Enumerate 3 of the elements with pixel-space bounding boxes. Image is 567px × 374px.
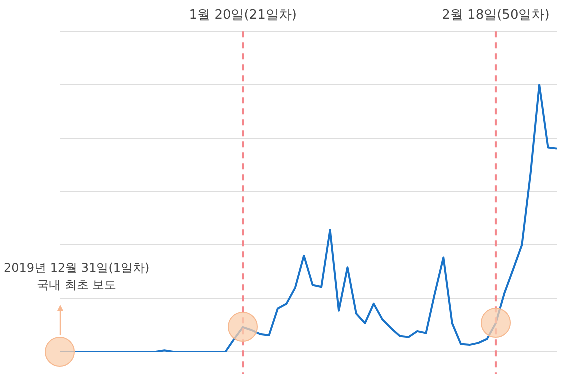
x-tick-label: 1월 20일(21일차) (189, 8, 297, 24)
annotation: 2019년 12월 31일(1일차) 국내 최초 보도 (4, 261, 150, 292)
x-tick-label: 2월 18일(50일차) (442, 8, 550, 24)
